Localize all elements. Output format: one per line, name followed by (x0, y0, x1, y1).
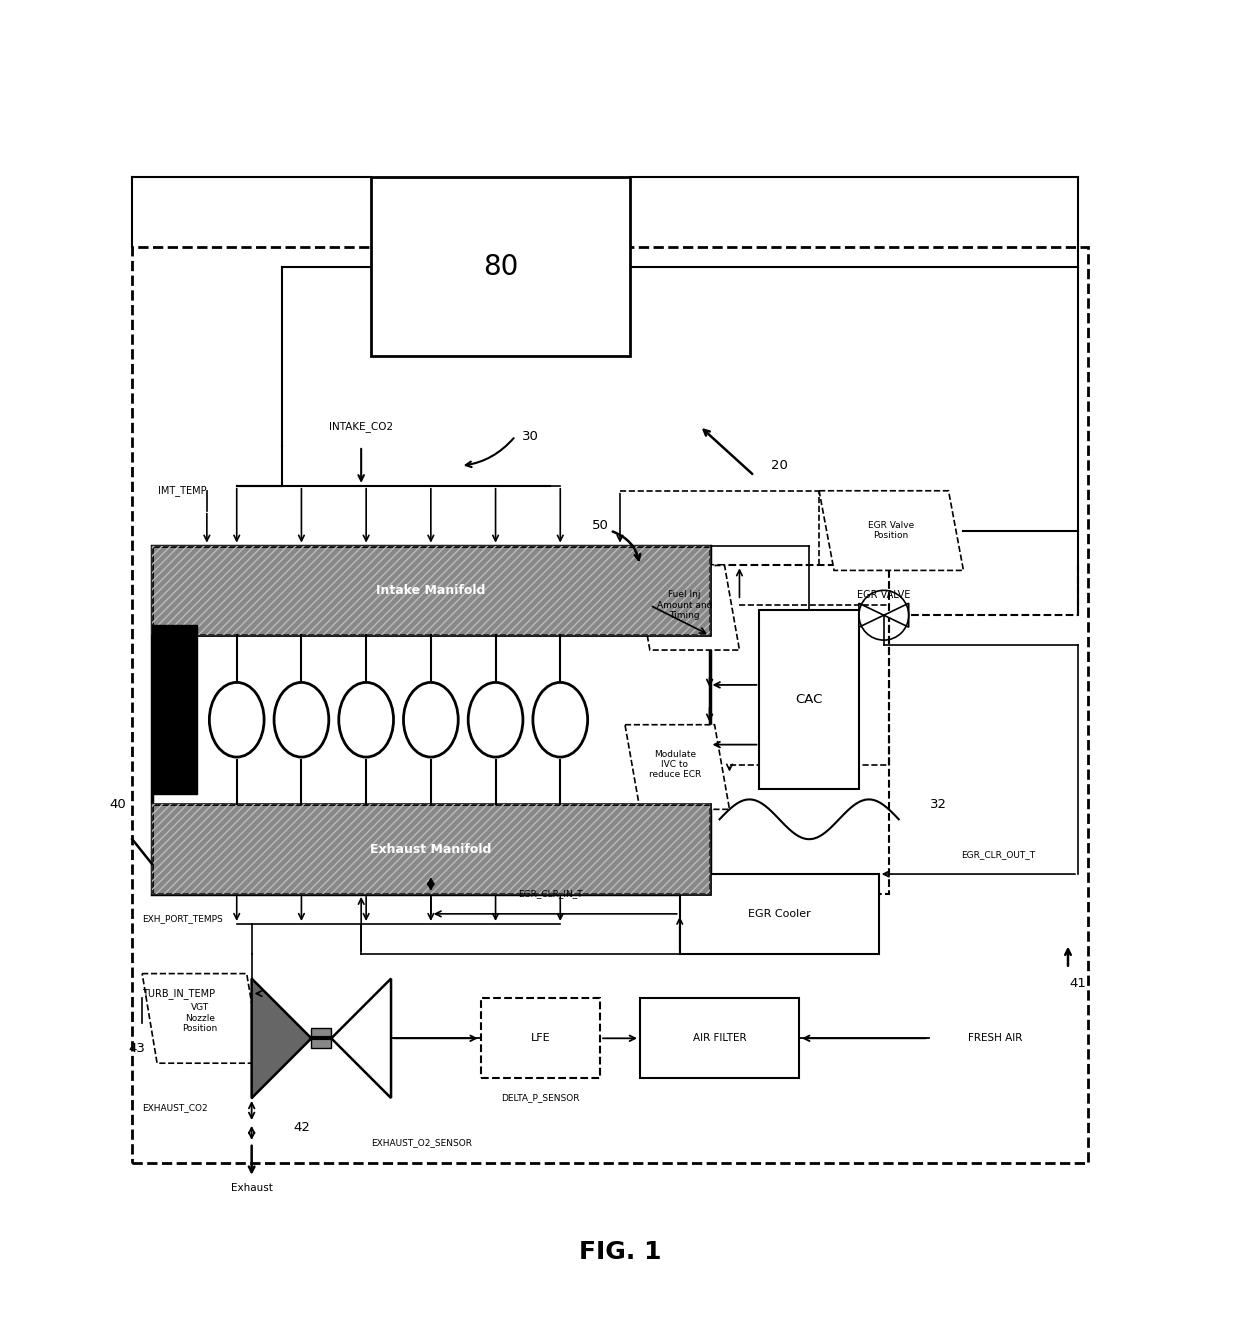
Text: FRESH AIR: FRESH AIR (968, 1034, 1023, 1043)
Bar (153, 804, 709, 894)
Text: EXHAUST_CO2: EXHAUST_CO2 (143, 1104, 208, 1113)
Ellipse shape (339, 682, 393, 757)
Ellipse shape (403, 682, 459, 757)
Text: EGR Valve
Position: EGR Valve Position (868, 521, 914, 541)
Text: CAC: CAC (796, 693, 823, 706)
Bar (153, 546, 709, 894)
Bar (759, 611, 859, 790)
Text: AIR FILTER: AIR FILTER (693, 1034, 746, 1043)
Text: FIG. 1: FIG. 1 (579, 1240, 661, 1264)
Text: EXHAUST_O2_SENSOR: EXHAUST_O2_SENSOR (371, 1138, 472, 1147)
Bar (153, 546, 709, 635)
Ellipse shape (469, 682, 523, 757)
Bar (371, 178, 630, 356)
Bar (153, 546, 709, 635)
Bar (680, 874, 879, 954)
Text: EGR_CLR_IN_T: EGR_CLR_IN_T (518, 889, 583, 898)
Text: Fuel Inj
Amount and
Timing: Fuel Inj Amount and Timing (657, 591, 713, 620)
Polygon shape (143, 974, 262, 1063)
Text: LFE: LFE (531, 1034, 551, 1043)
Text: 30: 30 (522, 429, 539, 443)
Text: 42: 42 (293, 1121, 310, 1134)
Polygon shape (331, 979, 391, 1098)
Bar (153, 625, 197, 795)
Text: 20: 20 (771, 460, 787, 473)
Text: 50: 50 (591, 519, 609, 533)
Text: 32: 32 (930, 798, 947, 811)
Text: IMT_TEMP: IMT_TEMP (159, 485, 207, 497)
Bar (311, 1028, 331, 1048)
Bar (481, 999, 600, 1079)
Bar (133, 246, 1087, 1163)
Bar (640, 999, 800, 1079)
Text: EGR Cooler: EGR Cooler (748, 909, 811, 918)
Text: Exhaust Manifold: Exhaust Manifold (371, 843, 491, 856)
Bar (620, 566, 889, 894)
Text: 40: 40 (109, 798, 125, 811)
Text: TURB_IN_TEMP: TURB_IN_TEMP (143, 988, 216, 999)
Text: DELTA_P_SENSOR: DELTA_P_SENSOR (501, 1093, 579, 1102)
Text: 43: 43 (129, 1041, 145, 1055)
Text: EGR VALVE: EGR VALVE (857, 591, 910, 600)
Polygon shape (635, 566, 739, 651)
Text: Modulate
IVC to
reduce ECR: Modulate IVC to reduce ECR (649, 750, 701, 779)
Text: INTAKE_CO2: INTAKE_CO2 (329, 420, 393, 432)
Text: 80: 80 (482, 253, 518, 281)
Text: Intake Manifold: Intake Manifold (376, 584, 486, 596)
Text: EGR_CLR_OUT_T: EGR_CLR_OUT_T (961, 849, 1035, 859)
Text: EXH_PORT_TEMPS: EXH_PORT_TEMPS (143, 914, 223, 924)
Ellipse shape (210, 682, 264, 757)
Polygon shape (820, 490, 963, 571)
Ellipse shape (533, 682, 588, 757)
Text: 41: 41 (1070, 977, 1086, 990)
Text: VGT
Nozzle
Position: VGT Nozzle Position (182, 1003, 217, 1034)
Polygon shape (859, 603, 909, 627)
Polygon shape (252, 979, 311, 1098)
Bar (153, 804, 709, 894)
Polygon shape (625, 725, 729, 810)
Text: Exhaust: Exhaust (231, 1183, 273, 1192)
Ellipse shape (274, 682, 329, 757)
